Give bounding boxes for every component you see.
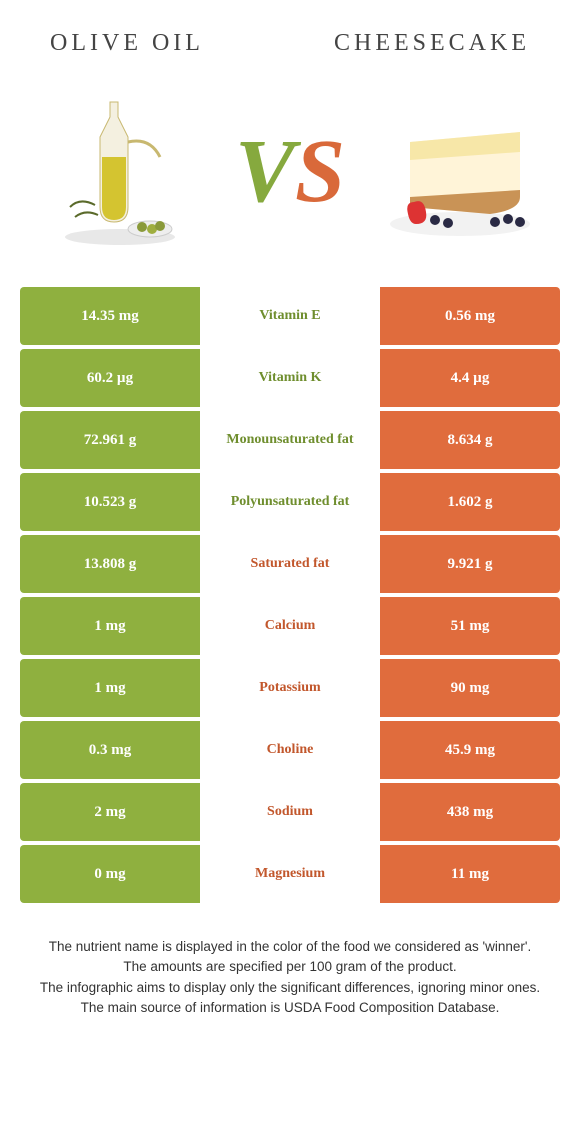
cheesecake-icon <box>380 102 540 242</box>
vs-s: S <box>295 122 345 221</box>
olive-oil-image <box>40 92 200 252</box>
right-value: 8.634 g <box>380 411 560 469</box>
nutrient-name: Choline <box>200 721 380 779</box>
footer: The nutrient name is displayed in the co… <box>0 907 580 1018</box>
right-value: 438 mg <box>380 783 560 841</box>
left-value: 13.808 g <box>20 535 200 593</box>
table-row: 2 mgSodium438 mg <box>20 783 560 841</box>
left-value: 0 mg <box>20 845 200 903</box>
vs-v: V <box>235 122 295 221</box>
hero: VS <box>0 67 580 287</box>
right-value: 4.4 µg <box>380 349 560 407</box>
nutrient-name: Calcium <box>200 597 380 655</box>
left-value: 14.35 mg <box>20 287 200 345</box>
olive-oil-icon <box>50 97 190 247</box>
right-value: 45.9 mg <box>380 721 560 779</box>
left-value: 72.961 g <box>20 411 200 469</box>
nutrient-table: 14.35 mgVitamin E0.56 mg60.2 µgVitamin K… <box>0 287 580 903</box>
table-row: 72.961 gMonounsaturated fat8.634 g <box>20 411 560 469</box>
nutrient-name: Saturated fat <box>200 535 380 593</box>
footer-line: The infographic aims to display only the… <box>30 978 550 998</box>
header: OLIVE OIL CHEESECAKE <box>0 0 580 67</box>
left-value: 2 mg <box>20 783 200 841</box>
title-right: CHEESECAKE <box>334 30 530 57</box>
nutrient-name: Sodium <box>200 783 380 841</box>
table-row: 1 mgCalcium51 mg <box>20 597 560 655</box>
cheesecake-image <box>380 92 540 252</box>
nutrient-name: Polyunsaturated fat <box>200 473 380 531</box>
title-left: OLIVE OIL <box>50 30 204 57</box>
table-row: 14.35 mgVitamin E0.56 mg <box>20 287 560 345</box>
left-value: 0.3 mg <box>20 721 200 779</box>
nutrient-name: Vitamin E <box>200 287 380 345</box>
right-value: 0.56 mg <box>380 287 560 345</box>
right-value: 90 mg <box>380 659 560 717</box>
right-value: 9.921 g <box>380 535 560 593</box>
nutrient-name: Magnesium <box>200 845 380 903</box>
left-value: 10.523 g <box>20 473 200 531</box>
nutrient-name: Monounsaturated fat <box>200 411 380 469</box>
vs-label: VS <box>235 127 345 217</box>
table-row: 13.808 gSaturated fat9.921 g <box>20 535 560 593</box>
footer-line: The nutrient name is displayed in the co… <box>30 937 550 957</box>
right-value: 51 mg <box>380 597 560 655</box>
right-value: 11 mg <box>380 845 560 903</box>
nutrient-name: Vitamin K <box>200 349 380 407</box>
table-row: 0.3 mgCholine45.9 mg <box>20 721 560 779</box>
table-row: 10.523 gPolyunsaturated fat1.602 g <box>20 473 560 531</box>
left-value: 60.2 µg <box>20 349 200 407</box>
right-value: 1.602 g <box>380 473 560 531</box>
footer-line: The main source of information is USDA F… <box>30 998 550 1018</box>
table-row: 0 mgMagnesium11 mg <box>20 845 560 903</box>
nutrient-name: Potassium <box>200 659 380 717</box>
table-row: 1 mgPotassium90 mg <box>20 659 560 717</box>
table-row: 60.2 µgVitamin K4.4 µg <box>20 349 560 407</box>
footer-line: The amounts are specified per 100 gram o… <box>30 957 550 977</box>
left-value: 1 mg <box>20 597 200 655</box>
left-value: 1 mg <box>20 659 200 717</box>
